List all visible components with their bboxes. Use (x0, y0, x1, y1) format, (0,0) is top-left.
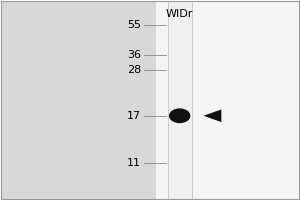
Text: 11: 11 (127, 158, 141, 168)
Text: 36: 36 (127, 50, 141, 60)
Ellipse shape (169, 108, 190, 123)
Text: 55: 55 (127, 20, 141, 30)
Bar (168, 1, 192, 199)
Text: WIDr: WIDr (166, 9, 194, 19)
Bar (156, 1, 298, 199)
Text: 17: 17 (127, 111, 141, 121)
Polygon shape (203, 109, 221, 122)
Text: 28: 28 (127, 65, 141, 75)
Bar (2, 1, 156, 199)
